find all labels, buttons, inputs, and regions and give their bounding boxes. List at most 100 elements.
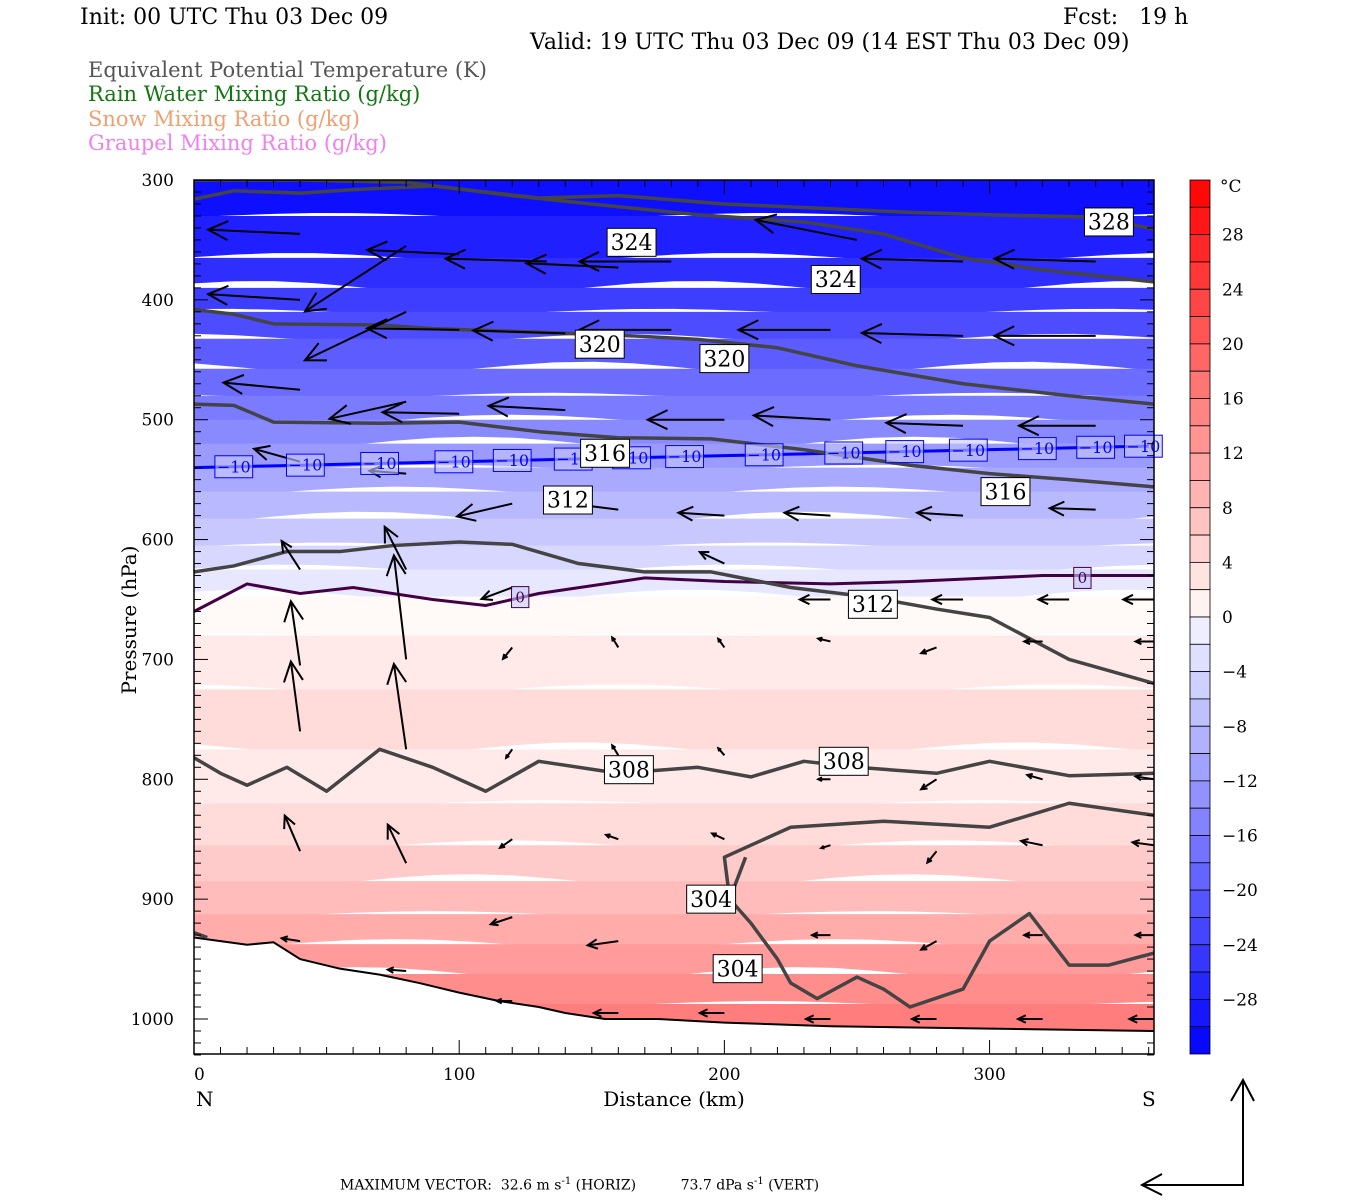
vector-head [925,857,933,865]
contour-label-text: 316 [584,442,626,467]
wind-vector [782,505,831,522]
theta-e-324 [194,180,1154,284]
contour-label-box [434,450,474,474]
vector-shaft [392,663,408,750]
vector-shaft [526,262,619,269]
colorbar-bin [1189,889,1211,918]
wind-vector [205,220,301,242]
isotherm-label: −10 [948,438,988,462]
vector-head [364,318,388,340]
vector-head [302,342,327,362]
wind-vector [1133,637,1154,646]
wind-vector [716,746,726,756]
temperature-band [194,368,1154,399]
wind-vector [327,400,407,425]
contour-label-box [665,445,704,469]
theta-e-320 [194,307,1154,406]
temperature-band [194,635,1154,695]
vector-shaft [926,850,938,864]
vector-head [782,505,800,522]
y-tick-label: 1000 [131,1010,174,1030]
vector-shaft [382,411,460,415]
vector-shaft [304,310,407,362]
contour-label-box [606,227,657,257]
contour-label-box [744,443,784,467]
colorbar-bin [1189,288,1211,317]
wind-vector [697,1008,725,1018]
contour-label-box [818,746,869,776]
contour-label-box [824,441,864,465]
plot-frame [193,179,1155,1055]
vector-shaft [367,327,460,331]
theta-e-label: 320 [699,344,750,374]
wind-vector [603,833,619,841]
wind-vector [283,813,301,852]
vector-head [809,931,819,939]
contour-label-text: 320 [579,333,621,358]
vector-shaft [587,940,619,947]
colorbar-tick-label: −16 [1222,827,1258,847]
x-end-label: S [1142,1087,1156,1111]
vector-head [1121,593,1134,606]
max-vert-value: 73.7 [680,1177,712,1194]
vector-shaft [289,661,302,732]
theta-e-label: 320 [574,329,625,359]
contour-label-text: −10 [747,445,781,464]
isotherm-label: 0 [1073,566,1092,589]
vector-head [486,396,510,418]
contour-label-box [286,453,325,477]
wind-vector [494,997,513,1005]
vector-head [919,944,928,951]
colorbar-bin [1189,616,1211,645]
vector-shaft [386,824,408,864]
wind-vector [736,319,831,341]
colorbar-tick-label: 20 [1222,335,1244,355]
colorbar-tick-label: −4 [1222,663,1247,683]
vector-shaft [994,257,1096,263]
colorbar-bin [1189,316,1211,345]
wind-vector [884,413,964,435]
reference-vector-icon [1139,1077,1255,1196]
temperature-band [194,596,1154,639]
vector-shaft [488,404,566,412]
y-tick-label: 600 [142,531,174,551]
vector-shaft [367,249,460,256]
contour-label-text: 320 [703,347,745,372]
temperature-band [194,569,1154,604]
contour-label-box [1124,434,1163,458]
colorbar-bin [1189,589,1211,618]
wind-vector [385,553,408,660]
theta-e-328 [194,184,1154,231]
wind-vector [914,505,964,522]
terrain [194,936,1154,1054]
wind-vector [591,1008,619,1018]
vector-head [470,320,494,342]
vector-head [386,661,408,686]
colorbar-unit: °C [1220,177,1242,197]
wind-vector [364,240,460,262]
vector-head [676,505,694,522]
contour-label-box [980,477,1031,507]
contour-label-box [810,264,861,294]
wind-vector [919,940,938,951]
y-tick-label: 700 [142,650,174,670]
theta-e-label: 312 [847,589,898,619]
isotherm-label: −10 [665,445,704,469]
contour-label-box [360,451,400,475]
vector-shaft [1020,839,1043,847]
vector-shaft [281,937,301,943]
vector-shaft [920,646,937,655]
vector-head [494,997,503,1005]
wind-vector [925,850,938,865]
wind-vector [283,599,304,666]
isotherm-label: −10 [1124,434,1163,458]
y-tick-label: 300 [142,171,174,191]
vector-head [603,833,611,839]
vector-head [1036,593,1049,606]
contour-label-text: −10 [217,457,251,476]
wind-vector [1130,839,1154,848]
wind-vector [486,396,566,418]
isotherm-label: −10 [744,443,784,467]
vector-shaft [861,257,964,263]
vector-shaft [1049,507,1096,511]
